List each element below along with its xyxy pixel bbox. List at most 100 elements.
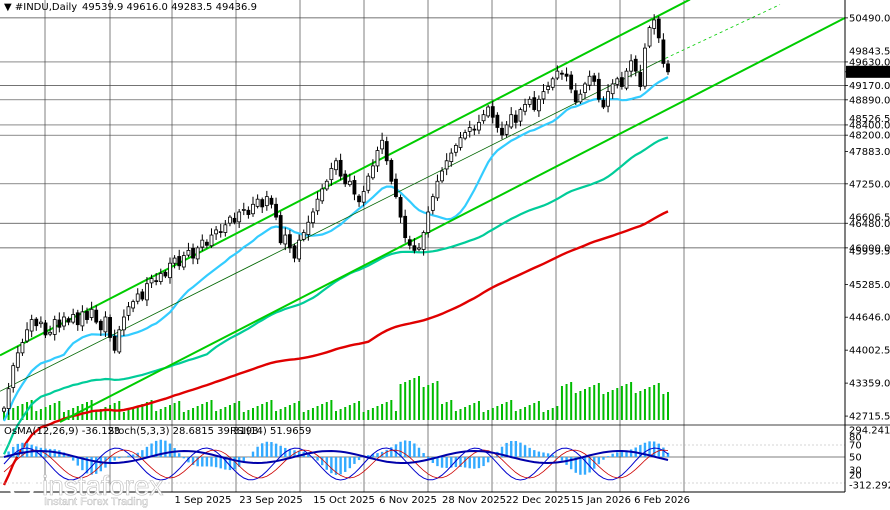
volume-bar xyxy=(86,402,88,420)
volume-bar xyxy=(44,407,47,420)
candle-body xyxy=(490,106,495,118)
osma-bar xyxy=(316,457,319,461)
candle-body xyxy=(297,239,302,260)
indicator-tick-label: 80 xyxy=(849,433,862,444)
price-tick-label: 45285.0 xyxy=(849,280,890,291)
volume-bar xyxy=(145,402,148,420)
volume-bar xyxy=(607,392,610,420)
time-tick-label: 15 Oct 2025 xyxy=(313,495,375,506)
osma-bar xyxy=(205,457,209,467)
candle-body xyxy=(656,18,661,39)
candle-body xyxy=(361,191,366,203)
osma-bar xyxy=(228,457,232,471)
osma-bar xyxy=(399,441,402,457)
rsi-label: RSI(14) 51.9659 xyxy=(230,426,311,437)
osma-bar xyxy=(251,451,255,457)
osma-bar xyxy=(131,454,135,457)
candle-body xyxy=(6,388,11,409)
volume-bar xyxy=(371,408,374,420)
price-tick-label: 48400.0 xyxy=(849,120,890,131)
candle-body xyxy=(334,160,338,171)
osma-bar xyxy=(48,448,52,457)
osma-bar xyxy=(422,453,425,457)
time-tick-label: 28 Nov 2025 xyxy=(442,495,506,506)
osma-bar xyxy=(505,442,508,457)
volume-bar xyxy=(662,394,665,420)
volume-bar xyxy=(597,383,600,420)
indicator-tick-label: 30 xyxy=(849,466,862,477)
volume-bar xyxy=(39,409,42,420)
chart-header-symbol: ▼ #INDU,Daily xyxy=(4,2,77,13)
candle-body xyxy=(140,291,145,300)
candle-body xyxy=(380,139,385,150)
volume-bar xyxy=(233,403,236,420)
candle-body xyxy=(509,114,514,128)
time-tick-label: 1 Sep 2025 xyxy=(174,495,231,506)
volume-bar xyxy=(487,410,490,420)
volume-bar xyxy=(616,388,619,420)
candle-body xyxy=(583,83,587,93)
osma-bar xyxy=(334,457,338,475)
volume-bar xyxy=(228,405,231,420)
volume-bar xyxy=(648,387,651,420)
volume-bar xyxy=(473,403,476,420)
osma-bar xyxy=(579,457,582,475)
candle-body xyxy=(421,232,426,250)
osma-bar xyxy=(574,457,577,473)
volume-bar xyxy=(196,406,199,420)
osma-bar xyxy=(629,449,633,457)
volume-bar xyxy=(122,412,125,420)
volume-bar xyxy=(104,407,107,420)
volume-bar xyxy=(99,409,102,420)
osma-bar xyxy=(643,442,647,457)
osma-bar xyxy=(652,441,656,457)
ma-mid-line xyxy=(3,136,669,455)
volume-bar xyxy=(362,412,365,420)
volume-bar xyxy=(408,380,411,420)
volume-bar xyxy=(602,394,605,420)
candle-body xyxy=(347,180,352,186)
osma-bar xyxy=(403,440,407,457)
volume-bar xyxy=(7,410,10,420)
candle-body xyxy=(241,209,246,211)
volume-bar xyxy=(182,412,185,420)
volume-bar xyxy=(657,383,660,420)
price-tick-label: 44002.5 xyxy=(849,346,890,357)
price-tick-label: 48526.5 xyxy=(849,114,890,125)
candle-body xyxy=(495,114,500,128)
candle-body xyxy=(223,224,228,233)
osma-bar xyxy=(21,442,24,457)
osma-bar xyxy=(427,457,430,459)
volume-bar xyxy=(556,406,559,420)
osma-bar xyxy=(477,457,481,469)
volume-bar xyxy=(501,404,503,420)
candle-body xyxy=(643,47,647,87)
candle-body xyxy=(532,97,537,110)
candle-body xyxy=(661,39,666,64)
candle-body xyxy=(108,317,112,338)
osma-bar xyxy=(556,457,559,458)
candle-body xyxy=(412,245,417,251)
candle-body xyxy=(453,145,458,153)
candle-body xyxy=(85,311,89,320)
candle-body xyxy=(624,70,629,89)
osma-bar xyxy=(542,452,545,457)
osma-bar xyxy=(44,448,47,457)
osma-bar xyxy=(431,457,435,463)
candle-body xyxy=(472,128,477,131)
osma-bar xyxy=(274,443,278,457)
volume-bar xyxy=(316,406,319,420)
candle-body xyxy=(426,211,431,233)
price-tick-label: 48890.0 xyxy=(849,95,890,106)
osma-bar xyxy=(224,457,227,470)
ma-slow-line xyxy=(2,210,669,486)
candle-body xyxy=(555,70,560,79)
candle-body xyxy=(407,239,412,246)
brand-name: instaforex xyxy=(42,470,163,501)
volume-bar xyxy=(551,408,554,420)
candle-body xyxy=(255,198,260,207)
price-tick-label: 44646.0 xyxy=(849,313,890,324)
candle-body xyxy=(80,311,85,327)
volume-bar xyxy=(67,410,70,420)
